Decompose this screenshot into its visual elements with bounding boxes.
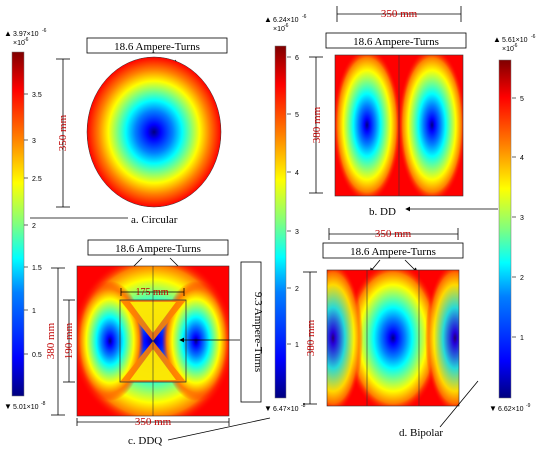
colorbar-min-exp: -8 xyxy=(301,403,306,409)
ddq-coil-outline xyxy=(76,265,230,417)
dim-height-label: 350 mm xyxy=(57,114,69,151)
side-ampere-box xyxy=(240,261,262,403)
colorbar-max-marker: ▲ xyxy=(264,15,272,24)
ampere-turns-box xyxy=(325,32,467,49)
ampere-turns-box xyxy=(87,239,229,256)
panel-dd: 350 mm 18.6 Ampere-Turns 380 mm b. DD xyxy=(309,6,498,218)
ampere-turns-label: 18.6 Ampere-Turns xyxy=(114,41,200,53)
dim-height-label: 380 mm xyxy=(45,322,57,359)
dd-coil-field-map xyxy=(335,55,463,196)
side-ampere-label: 9.3 Ampere-Turns xyxy=(252,292,264,372)
ampere-turns-box xyxy=(322,242,464,259)
panel-ddq: 18.6 Ampere-Turns 175 mm 380 mm xyxy=(45,239,271,447)
colorbar-gradient xyxy=(498,59,512,399)
dim-inner-height-label: 190 mm xyxy=(63,322,75,359)
bipolar-coil-field-map xyxy=(327,270,459,406)
colorbar-max-exp: -6 xyxy=(302,14,307,20)
panel-circular: 18.6 Ampere-Turns 350 mm a. Circular xyxy=(30,37,228,226)
colorbar-tick-label: 1 xyxy=(520,335,524,342)
ampere-turns-label: 18.6 Ampere-Turns xyxy=(115,243,201,255)
colorbar-max-exp: -6 xyxy=(531,34,536,40)
colorbar-min-exp: -8 xyxy=(41,401,46,407)
colorbar-tick-label: 4 xyxy=(295,170,299,177)
colorbar-unit-label: ×10 xyxy=(273,26,285,33)
colorbar-tick-label: 2 xyxy=(520,275,524,282)
ampere-turns-label: 18.6 Ampere-Turns xyxy=(353,36,439,48)
colorbar-tick-label: 1.5 xyxy=(32,265,42,272)
colorbar-tick-label: 3 xyxy=(295,229,299,236)
colorbar-tick-label: 1 xyxy=(32,308,36,315)
colorbar-unit-label: ×10 xyxy=(502,46,514,53)
caption-leader xyxy=(439,380,479,428)
colorbar-bipolar: ▲ 5.61×10 -6 ×10 -6 5 4 3 2 1 ▼ 6.62×10 -9 xyxy=(489,34,536,413)
colorbar-gradient xyxy=(11,51,25,397)
panel-caption: d. Bipolar xyxy=(399,427,443,439)
colorbar-tick-label: 3 xyxy=(520,215,524,222)
bipolar-coil-outline xyxy=(326,269,460,407)
ampere-turns-box xyxy=(86,37,228,54)
colorbar-min-label: 6.47×10 xyxy=(273,406,299,413)
colorbar-tick-label: 4 xyxy=(520,155,524,162)
colorbar-tick-label: 3.5 xyxy=(32,92,42,99)
caption-leader xyxy=(167,417,271,441)
panel-caption: a. Circular xyxy=(131,214,178,226)
colorbar-max-label: 3.97×10 xyxy=(13,31,39,38)
dd-coil-outline xyxy=(334,54,464,197)
colorbar-min-marker: ▼ xyxy=(489,404,497,413)
dim-width-label: 350 mm xyxy=(375,228,412,240)
colorbar-min-label: 5.01×10 xyxy=(13,404,39,411)
circular-coil-field-map xyxy=(86,56,222,208)
colorbar-tick-label: 5 xyxy=(520,96,524,103)
colorbar-tick-label: 0.5 xyxy=(32,352,42,359)
panel-bipolar: 350 mm 18.6 Ampere-Turns 380 mm d. Bipol… xyxy=(303,228,479,439)
colorbar-min-label: 6.62×10 xyxy=(498,406,524,413)
ampere-turns-label: 18.6 Ampere-Turns xyxy=(350,246,436,258)
colorbar-tick-label: 3 xyxy=(32,138,36,145)
colorbar-tick-label: 5 xyxy=(295,112,299,119)
colorbar-tick-label: 2.5 xyxy=(32,176,42,183)
colorbar-max-label: 5.61×10 xyxy=(502,37,528,44)
colorbar-min-marker: ▼ xyxy=(264,404,272,413)
colorbar-min-exp: -9 xyxy=(526,403,531,409)
colorbar-max-marker: ▲ xyxy=(4,29,12,38)
dim-width-label: 350 mm xyxy=(381,8,418,20)
panel-caption: c. DDQ xyxy=(128,435,162,447)
colorbar-tick-label: 1 xyxy=(295,342,299,349)
colorbar-unit-exp: -6 xyxy=(513,43,518,49)
colorbar-unit-exp: -6 xyxy=(24,37,29,43)
dim-width-label: 350 mm xyxy=(135,416,172,428)
panel-caption: b. DD xyxy=(369,206,396,218)
colorbar-tick-label: 6 xyxy=(295,55,299,62)
colorbar-tick-label: 2 xyxy=(32,223,36,230)
colorbar-max-marker: ▲ xyxy=(493,35,501,44)
colorbar-dd: ▲ 6.24×10 -6 ×10 -6 6 5 4 3 2 1 ▼ 6.47×10 -8 xyxy=(264,14,307,413)
colorbar-unit-label: ×10 xyxy=(13,40,25,47)
colorbar-min-marker: ▼ xyxy=(4,402,12,411)
colorbar-circular: ▲ 3.97×10 -6 ×10 -6 3.5 3 2.5 2 1.5 1 0.5 ▼ 5.… xyxy=(4,28,47,411)
colorbar-unit-exp: -6 xyxy=(284,23,289,29)
ddq-coil-field-map xyxy=(77,266,229,416)
colorbar-max-label: 6.24×10 xyxy=(273,17,299,24)
colorbar-gradient xyxy=(274,45,287,399)
colorbar-tick-label: 2 xyxy=(295,286,299,293)
colorbar-max-exp: -6 xyxy=(42,28,47,34)
dim-height-label: 380 mm xyxy=(311,106,323,143)
dim-inner-width-label: 175 mm xyxy=(135,287,168,298)
dim-height-label: 380 mm xyxy=(305,319,317,356)
